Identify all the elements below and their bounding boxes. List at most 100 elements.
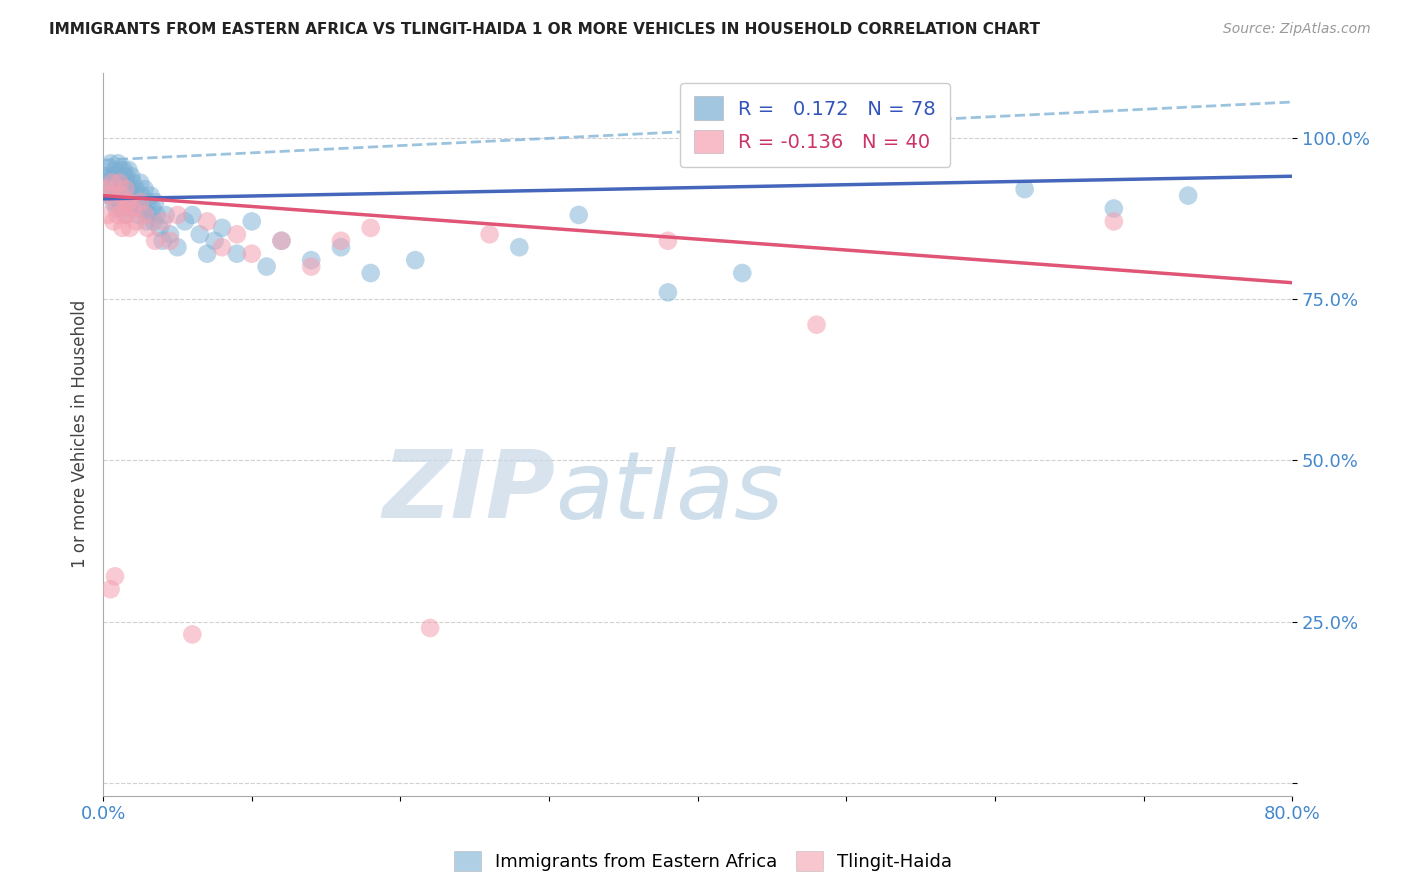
Point	[152, 234, 174, 248]
Point	[159, 227, 181, 242]
Point	[103, 214, 125, 228]
Point	[110, 188, 132, 202]
Point	[508, 240, 530, 254]
Point	[360, 266, 382, 280]
Point	[134, 208, 156, 222]
Point	[211, 240, 233, 254]
Point	[129, 176, 152, 190]
Point	[731, 266, 754, 280]
Point	[121, 202, 143, 216]
Point	[94, 182, 117, 196]
Point	[117, 162, 139, 177]
Point	[924, 150, 946, 164]
Point	[404, 253, 426, 268]
Point	[107, 156, 129, 170]
Point	[112, 202, 135, 216]
Point	[225, 227, 247, 242]
Point	[105, 202, 128, 216]
Point	[360, 220, 382, 235]
Point	[112, 188, 135, 202]
Point	[117, 188, 139, 202]
Point	[97, 208, 120, 222]
Point	[118, 220, 141, 235]
Point	[143, 234, 166, 248]
Point	[1102, 202, 1125, 216]
Point	[139, 188, 162, 202]
Point	[100, 582, 122, 597]
Point	[108, 195, 131, 210]
Point	[127, 195, 149, 210]
Point	[120, 195, 142, 210]
Point	[107, 208, 129, 222]
Point	[121, 176, 143, 190]
Point	[299, 260, 322, 274]
Point	[129, 195, 152, 210]
Point	[240, 214, 263, 228]
Point	[94, 169, 117, 184]
Point	[120, 169, 142, 184]
Point	[104, 162, 127, 177]
Point	[211, 220, 233, 235]
Point	[98, 188, 121, 202]
Point	[270, 234, 292, 248]
Point	[110, 188, 132, 202]
Point	[270, 234, 292, 248]
Point	[101, 169, 124, 184]
Point	[166, 240, 188, 254]
Point	[105, 169, 128, 184]
Point	[141, 202, 163, 216]
Point	[98, 162, 121, 177]
Point	[104, 569, 127, 583]
Point	[195, 246, 218, 260]
Point	[142, 214, 165, 228]
Point	[419, 621, 441, 635]
Point	[225, 246, 247, 260]
Point	[108, 176, 131, 190]
Point	[108, 176, 131, 190]
Point	[195, 214, 218, 228]
Point	[138, 208, 160, 222]
Point	[103, 176, 125, 190]
Point	[136, 220, 159, 235]
Point	[107, 182, 129, 196]
Point	[256, 260, 278, 274]
Point	[100, 156, 122, 170]
Point	[240, 246, 263, 260]
Point	[105, 195, 128, 210]
Point	[135, 214, 157, 228]
Point	[125, 214, 148, 228]
Point	[204, 234, 226, 248]
Point	[111, 202, 134, 216]
Point	[118, 182, 141, 196]
Text: ZIP: ZIP	[382, 446, 555, 538]
Point	[112, 162, 135, 177]
Y-axis label: 1 or more Vehicles in Household: 1 or more Vehicles in Household	[72, 301, 89, 568]
Point	[181, 208, 204, 222]
Point	[121, 188, 143, 202]
Point	[159, 234, 181, 248]
Point	[329, 234, 352, 248]
Point	[1014, 182, 1036, 196]
Point	[299, 253, 322, 268]
Point	[478, 227, 501, 242]
Point	[115, 176, 138, 190]
Point	[131, 188, 153, 202]
Point	[188, 227, 211, 242]
Point	[114, 169, 136, 184]
Point	[568, 208, 591, 222]
Text: Source: ZipAtlas.com: Source: ZipAtlas.com	[1223, 22, 1371, 37]
Point	[114, 182, 136, 196]
Point	[111, 220, 134, 235]
Point	[329, 240, 352, 254]
Point	[110, 162, 132, 177]
Point	[136, 195, 159, 210]
Point	[806, 318, 828, 332]
Point	[1102, 214, 1125, 228]
Point	[173, 214, 195, 228]
Point	[124, 202, 146, 216]
Point	[1177, 188, 1199, 202]
Point	[104, 188, 127, 202]
Point	[103, 195, 125, 210]
Text: IMMIGRANTS FROM EASTERN AFRICA VS TLINGIT-HAIDA 1 OR MORE VEHICLES IN HOUSEHOLD : IMMIGRANTS FROM EASTERN AFRICA VS TLINGI…	[49, 22, 1040, 37]
Point	[101, 182, 124, 196]
